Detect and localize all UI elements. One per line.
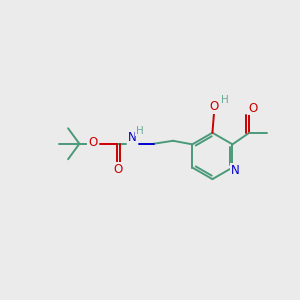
Text: N: N <box>128 131 137 144</box>
Text: N: N <box>231 164 240 177</box>
Text: H: H <box>221 95 229 105</box>
Text: H: H <box>136 126 143 136</box>
Text: O: O <box>210 100 219 113</box>
Text: O: O <box>113 163 123 176</box>
Text: O: O <box>249 102 258 115</box>
Text: O: O <box>88 136 98 149</box>
